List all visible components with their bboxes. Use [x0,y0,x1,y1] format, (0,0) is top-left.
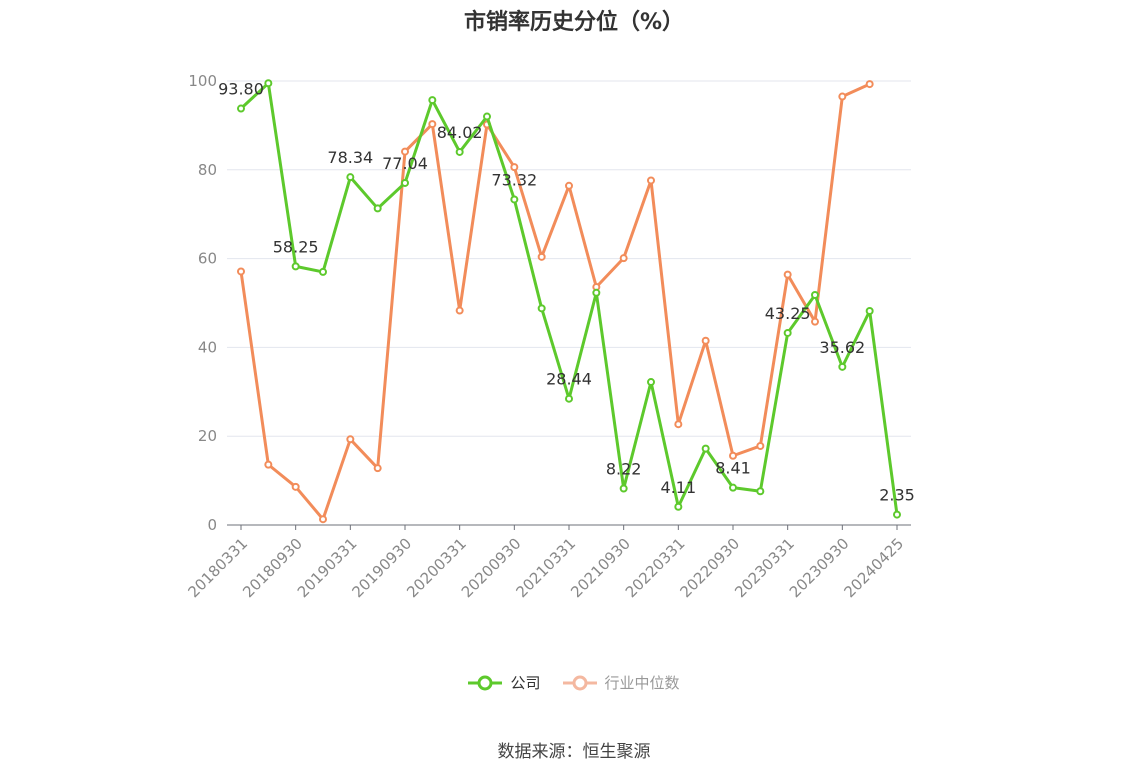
data-label: 58.25 [273,237,319,256]
data-point [510,163,519,172]
data-point [428,96,437,105]
line-chart: 0204060801002018033120180930201903312019… [185,72,915,602]
legend-item-company[interactable]: 公司 [468,672,541,693]
chart-legend: 公司 行业中位数 [0,672,1148,693]
data-point [346,173,355,182]
y-tick-label: 20 [198,427,217,445]
data-label: 4.11 [661,478,697,497]
chart-title: 市销率历史分位（%） [463,10,685,35]
x-tick-label: 20240425 [841,535,908,602]
data-point [865,306,874,315]
data-point [783,270,792,279]
data-label: 73.32 [491,170,537,189]
data-point [729,483,737,492]
data-point [647,176,655,185]
data-point [619,254,628,263]
data-label: 77.04 [382,154,428,173]
data-point [701,444,710,453]
data-point [264,79,273,88]
data-point [319,515,327,524]
data-point [701,336,710,345]
data-point [264,460,273,469]
data-point [537,252,546,261]
data-source: 数据来源：恒生聚源 [497,742,651,762]
data-point [428,120,437,129]
data-label: 2.35 [879,486,915,505]
data-point [237,104,245,113]
data-point [537,304,546,313]
data-point [647,378,655,387]
data-point [455,147,464,156]
data-point [592,288,601,297]
legend-label-company: 公司 [510,674,541,692]
data-point [674,420,683,429]
data-point [865,80,874,89]
data-point [373,464,382,473]
data-point [811,291,819,300]
data-point [346,435,355,444]
data-label: 8.41 [715,459,751,478]
data-point [510,195,519,204]
data-label: 28.44 [546,370,592,389]
data-point [619,484,628,493]
data-point [838,92,847,101]
data-point [291,262,300,271]
data-point [565,181,573,190]
data-point [893,510,901,519]
y-tick-label: 40 [198,338,217,356]
y-tick-label: 100 [188,72,217,90]
data-point [373,204,382,213]
series-line [239,82,871,521]
data-point [674,502,683,511]
data-point [291,482,300,491]
legend-marker-icon [562,675,597,690]
data-point [401,178,409,187]
data-label: 8.22 [606,460,642,479]
data-label: 78.34 [327,148,373,167]
data-point [401,147,409,156]
data-point [483,112,491,121]
data-point [756,441,765,450]
y-tick-label: 0 [207,516,217,534]
legend-marker-icon [468,675,503,690]
data-point [783,328,792,337]
data-label: 43.25 [765,304,811,323]
legend-item-industry-median[interactable]: 行业中位数 [562,672,680,693]
data-label: 93.80 [218,80,264,99]
legend-label-industry-median: 行业中位数 [604,674,680,692]
data-point [237,267,245,276]
data-point [811,317,819,326]
data-point [455,306,464,315]
data-point [319,267,327,276]
data-label: 35.62 [819,338,865,357]
data-point [838,362,847,371]
data-point [729,451,737,460]
y-tick-label: 80 [198,161,217,179]
y-tick-label: 60 [198,250,217,268]
data-point [565,394,573,403]
data-label: 84.02 [437,123,483,142]
data-point [756,487,765,496]
